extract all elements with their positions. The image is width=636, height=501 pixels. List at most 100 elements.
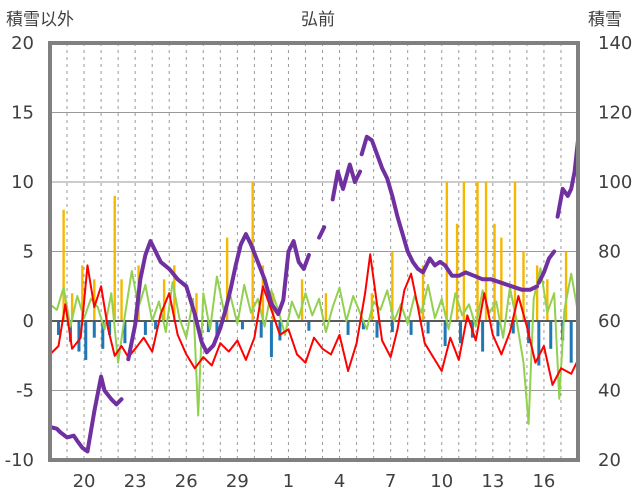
precip-bar — [569, 321, 573, 363]
precip-bar — [361, 321, 365, 330]
left-tick-label: -10 — [5, 450, 34, 471]
snowfall-bar — [93, 279, 96, 321]
right-tick-label: 100 — [598, 172, 632, 193]
right-tick-label: 40 — [598, 381, 621, 402]
left-tick-label: 0 — [23, 311, 34, 332]
snow-depth-line — [330, 162, 362, 202]
snowfall-bar — [162, 279, 166, 321]
precip-bar — [458, 321, 462, 344]
left-tick-label: -5 — [16, 381, 34, 402]
precip-bar — [549, 321, 553, 349]
x-tick-label: 10 — [430, 471, 453, 492]
plot-border — [48, 41, 580, 462]
snow-depth-series — [48, 134, 580, 454]
precip-bar — [57, 321, 61, 335]
snowfall-bar — [261, 265, 265, 321]
left-axis-ticks: 20 15 10 5 0 -5 -10 — [5, 33, 34, 471]
snowfall-bar — [70, 293, 74, 321]
precip-bar — [84, 321, 88, 360]
left-axis-title: 積雪以外 — [6, 10, 74, 30]
snowfall-bar — [421, 265, 425, 321]
precip-bar — [346, 321, 350, 335]
precip-bar — [108, 321, 112, 335]
left-tick-label: 10 — [11, 172, 34, 193]
snowfall-bar — [462, 182, 466, 321]
snowfall-bar — [535, 265, 539, 321]
precip-bar — [426, 321, 430, 334]
chart-title: 弘前 — [301, 10, 335, 30]
precip-bar — [443, 321, 447, 347]
x-axis-ticks: 20 23 26 29 1 4 7 10 13 16 — [73, 471, 556, 492]
precip-bar — [240, 321, 244, 330]
precip-bar — [496, 321, 500, 337]
right-axis-ticks: 140 120 100 80 60 40 20 — [598, 33, 632, 471]
snowfall-bar — [324, 293, 328, 321]
snowfall-bar — [62, 209, 65, 321]
right-tick-label: 140 — [598, 33, 632, 54]
snowfall-bar — [564, 251, 568, 321]
snowfall-bar — [522, 251, 525, 321]
precip-bar — [143, 321, 147, 335]
right-tick-label: 60 — [598, 311, 621, 332]
snow-depth-line — [555, 138, 580, 219]
precip-bar — [259, 321, 263, 338]
precip-bar — [511, 321, 515, 334]
snow-depth-line — [48, 425, 90, 454]
snowfall-bar — [445, 182, 449, 321]
x-tick-label: 23 — [124, 471, 147, 492]
precip-bar — [537, 321, 541, 366]
precip-bar — [375, 321, 379, 338]
precip-bar — [154, 321, 158, 330]
x-tick-label: 1 — [283, 471, 294, 492]
snowfall-bar — [195, 293, 198, 321]
snowfall-bar — [120, 279, 123, 321]
snow-depth-line — [359, 134, 540, 292]
precip-bar — [77, 321, 81, 352]
snowfall-bar — [546, 279, 549, 321]
precip-bar — [409, 321, 413, 335]
right-tick-label: 20 — [598, 450, 621, 471]
x-tick-label: 26 — [175, 471, 198, 492]
left-tick-label: 20 — [11, 33, 34, 54]
precip-bar — [123, 321, 127, 344]
grid-lines — [50, 43, 578, 460]
x-tick-label: 16 — [532, 471, 555, 492]
wind-line — [49, 267, 579, 425]
wind-series — [49, 267, 579, 425]
snowfall-bar — [81, 265, 84, 321]
x-tick-label: 4 — [334, 471, 345, 492]
snowfall-bars — [62, 182, 568, 321]
snowfall-bar — [513, 182, 517, 321]
precip-bar — [307, 321, 311, 331]
snowfall-bar — [493, 223, 496, 321]
x-tick-label: 29 — [226, 471, 249, 492]
snowfall-bar — [484, 182, 488, 321]
x-tick-label: 7 — [385, 471, 396, 492]
precip-bar — [269, 321, 273, 358]
precip-bar — [278, 321, 282, 341]
snow-depth-line — [85, 374, 124, 454]
snowfall-bar — [476, 182, 479, 321]
snowfall-bar — [113, 195, 116, 321]
right-tick-label: 80 — [598, 242, 621, 263]
left-tick-label: 15 — [11, 103, 34, 124]
right-tick-label: 120 — [598, 103, 632, 124]
precip-bar — [92, 321, 96, 338]
precip-bar — [101, 321, 105, 349]
snowfall-bar — [455, 223, 459, 321]
precip-bar — [481, 321, 485, 352]
snow-depth-line — [317, 225, 327, 240]
snowfall-bar — [391, 251, 394, 321]
left-tick-label: 5 — [23, 242, 34, 263]
snowfall-bar — [225, 237, 229, 321]
plot-frame — [48, 41, 580, 462]
snowfall-bar — [300, 279, 304, 321]
precip-bar — [215, 321, 219, 335]
snowfall-bar — [500, 237, 503, 321]
precip-bar — [206, 321, 210, 333]
x-tick-label: 20 — [73, 471, 96, 492]
precip-bar — [390, 321, 394, 333]
x-tick-label: 13 — [481, 471, 504, 492]
right-axis-title: 積雪 — [588, 10, 622, 30]
